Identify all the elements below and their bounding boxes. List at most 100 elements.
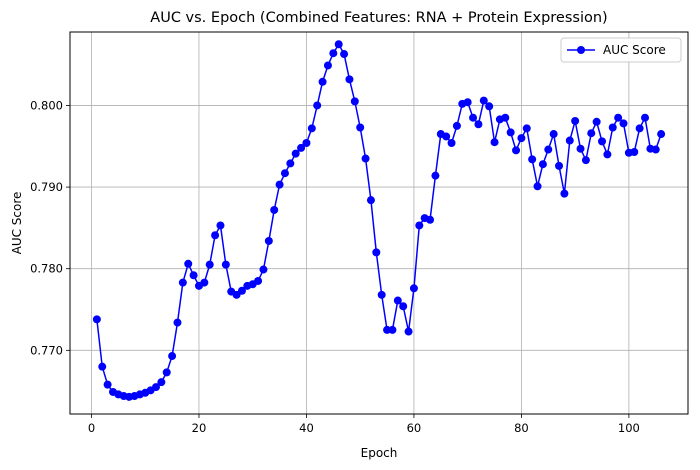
- y-axis-label: AUC Score: [10, 192, 24, 255]
- data-point: [630, 147, 639, 156]
- data-point: [651, 145, 660, 154]
- data-point: [221, 260, 230, 269]
- data-point: [533, 182, 542, 191]
- data-point: [619, 119, 628, 128]
- x-tick-label: 80: [514, 421, 529, 435]
- data-point: [409, 284, 418, 293]
- data-point: [469, 113, 478, 122]
- data-point: [485, 102, 494, 111]
- data-point: [603, 150, 612, 159]
- data-point: [501, 113, 510, 122]
- data-point: [340, 50, 349, 59]
- data-point: [211, 231, 220, 240]
- axis-ticks: 0 20 40 60 80 100 0.770 0.780 0.790 0.800: [30, 98, 640, 435]
- data-point: [168, 352, 177, 361]
- data-point: [415, 221, 424, 230]
- data-point: [581, 156, 590, 165]
- data-point: [641, 113, 650, 122]
- data-point: [431, 171, 440, 180]
- data-point: [318, 77, 327, 86]
- data-point: [399, 302, 408, 311]
- data-point: [307, 124, 316, 133]
- data-point: [291, 149, 300, 158]
- data-point: [587, 129, 596, 138]
- data-point: [490, 138, 499, 147]
- data-point: [571, 116, 580, 125]
- data-point: [474, 120, 483, 129]
- data-point: [264, 236, 273, 245]
- data-point: [350, 97, 359, 106]
- data-point: [178, 278, 187, 287]
- data-point: [356, 123, 365, 132]
- data-point: [162, 368, 171, 377]
- legend-label: AUC Score: [603, 43, 666, 57]
- y-tick-label: 0.770: [30, 343, 63, 357]
- data-point: [560, 189, 569, 198]
- data-point: [173, 318, 182, 327]
- data-point: [576, 144, 585, 153]
- data-point: [517, 134, 526, 143]
- data-point: [280, 169, 289, 178]
- legend-box: [560, 37, 682, 63]
- data-point: [275, 180, 284, 189]
- data-point: [103, 380, 112, 389]
- data-point: [388, 325, 397, 334]
- data-point: [157, 378, 166, 387]
- legend-marker-swatch: [577, 46, 585, 54]
- chart-title: AUC vs. Epoch (Combined Features: RNA + …: [150, 10, 607, 26]
- y-tick-label: 0.790: [30, 180, 63, 194]
- data-point: [98, 362, 107, 371]
- x-tick-label: 100: [618, 421, 640, 435]
- data-point: [151, 383, 160, 392]
- x-axis-label: Epoch: [361, 446, 398, 460]
- data-point: [479, 96, 488, 105]
- x-tick-label: 60: [407, 421, 422, 435]
- data-point: [452, 121, 461, 130]
- y-tick-label: 0.780: [30, 262, 63, 276]
- data-point: [334, 40, 343, 49]
- x-tick-label: 20: [192, 421, 207, 435]
- data-point: [302, 139, 311, 148]
- data-point: [442, 132, 451, 141]
- data-point: [555, 161, 564, 170]
- data-point: [598, 137, 607, 146]
- data-point: [377, 290, 386, 299]
- data-point: [92, 315, 101, 324]
- data-point: [286, 159, 295, 168]
- data-point: [270, 205, 279, 214]
- data-point: [512, 146, 521, 155]
- series-layer: [92, 40, 666, 401]
- data-point: [592, 117, 601, 126]
- data-point: [608, 123, 617, 132]
- data-point: [393, 296, 402, 305]
- legend: AUC Score: [560, 37, 682, 63]
- y-tick-label: 0.800: [30, 98, 63, 112]
- data-point: [538, 160, 547, 169]
- data-point: [549, 130, 558, 139]
- data-point: [544, 145, 553, 154]
- data-point: [366, 196, 375, 205]
- data-point: [361, 154, 370, 163]
- x-tick-label: 40: [299, 421, 314, 435]
- data-point: [323, 61, 332, 70]
- data-point: [528, 155, 537, 164]
- data-point: [205, 260, 214, 269]
- data-point: [614, 113, 623, 122]
- data-point: [254, 276, 263, 285]
- data-point: [506, 128, 515, 137]
- data-point: [200, 278, 209, 287]
- plot-frame: [69, 31, 689, 415]
- data-point: [447, 139, 456, 148]
- data-point: [329, 49, 338, 58]
- data-point: [184, 259, 193, 268]
- data-point: [189, 271, 198, 280]
- data-point: [426, 215, 435, 224]
- data-point: [297, 143, 306, 152]
- data-point: [657, 130, 666, 139]
- data-point: [216, 221, 225, 230]
- data-point: [345, 75, 354, 84]
- data-point: [259, 265, 268, 274]
- data-point: [372, 248, 381, 257]
- data-point: [404, 327, 413, 336]
